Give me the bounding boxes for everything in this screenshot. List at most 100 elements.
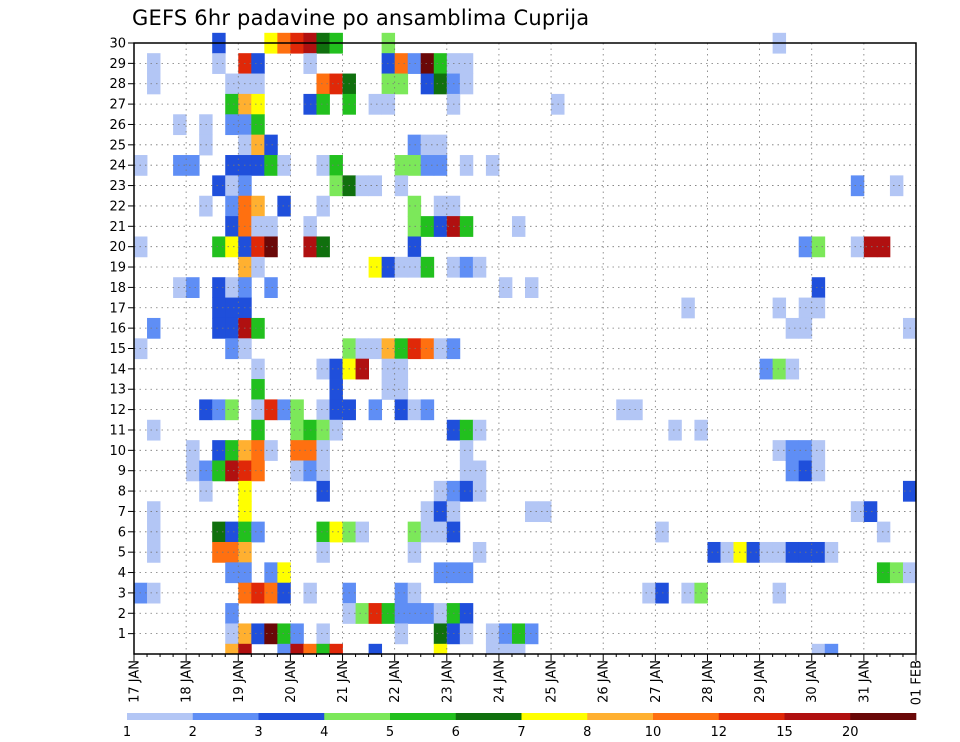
heat-cell: [264, 562, 278, 584]
x-tick-label: 30 JAN: [805, 660, 820, 703]
heat-cell: [264, 216, 278, 237]
legend-label: 20: [842, 725, 859, 740]
legend-label: 3: [254, 725, 262, 740]
y-tick-label: 17: [109, 301, 126, 316]
legend-label: 2: [189, 725, 197, 740]
heat-cell: [394, 603, 409, 624]
heat-cell: [277, 195, 291, 217]
heat-cell: [642, 582, 656, 604]
heat-cell: [186, 277, 200, 298]
heat-cell: [876, 521, 891, 543]
heat-cell: [420, 399, 435, 421]
grid-layer: [134, 42, 916, 654]
heat-cell: [889, 562, 904, 584]
heat-cell: [785, 317, 800, 339]
x-tick-label: 24 JAN: [492, 660, 507, 703]
heat-cell: [316, 440, 330, 461]
heat-cell: [355, 175, 369, 197]
heat-cell: [316, 358, 330, 380]
heat-cell: [472, 541, 487, 563]
heat-cell: [394, 53, 409, 74]
y-tick-label: 10: [109, 444, 126, 459]
heat-cell: [225, 541, 239, 563]
heat-cell: [238, 643, 252, 655]
y-tick-label: 5: [118, 546, 126, 561]
y-tick-label: 27: [109, 98, 126, 113]
x-tick-label: 23 JAN: [440, 660, 455, 703]
heat-cell: [316, 155, 330, 176]
heat-cell: [251, 419, 265, 441]
x-tick-label: 25 JAN: [545, 660, 560, 703]
legend-label: 7: [517, 725, 525, 740]
y-tick-label: 2: [118, 607, 126, 622]
heat-cell: [850, 236, 865, 258]
y-tick-label: 20: [109, 240, 126, 255]
heat-cell: [212, 440, 226, 461]
heat-cell: [850, 501, 865, 523]
heat-cell: [681, 582, 695, 604]
heat-cell: [459, 155, 474, 176]
heat-cell: [785, 440, 800, 461]
heat-cell: [407, 155, 422, 176]
heat-cell: [277, 623, 291, 645]
heat-cell: [329, 73, 343, 95]
heat-cell: [316, 541, 330, 563]
heat-cell: [173, 114, 187, 136]
heat-cell: [511, 643, 526, 655]
heat-cell: [316, 460, 330, 482]
heat-cell: [264, 440, 278, 461]
heat-cell: [394, 175, 409, 197]
heat-cell: [433, 623, 448, 645]
heat-cell: [407, 541, 422, 563]
heat-cell: [264, 582, 278, 604]
heat-cell: [459, 73, 474, 95]
y-tick-label: 7: [118, 505, 126, 520]
heat-cell: [772, 582, 787, 604]
y-tick-label: 6: [118, 525, 126, 540]
y-tick-label: 22: [109, 199, 126, 214]
heat-cell: [225, 521, 239, 543]
chart-title: GEFS 6hr padavine po ansamblima Cuprija: [132, 6, 590, 30]
heat-cell: [277, 582, 291, 604]
heat-cell: [329, 399, 343, 421]
heat-cell: [147, 582, 161, 604]
heat-cell: [225, 93, 239, 115]
legend-swatch: [390, 713, 457, 720]
heat-cell: [225, 643, 239, 655]
heat-cell: [394, 399, 409, 421]
heat-cell: [290, 460, 304, 482]
heat-cell: [316, 623, 330, 645]
heat-cell: [368, 603, 383, 624]
legend-swatch: [192, 713, 259, 720]
heat-cell: [459, 53, 474, 74]
legend-swatch: [587, 713, 654, 720]
heat-cell: [707, 541, 721, 563]
legend-swatch: [324, 713, 391, 720]
heat-cell: [785, 358, 800, 380]
heat-cell: [394, 256, 409, 278]
y-tick-label: 26: [109, 118, 126, 133]
heat-cell: [368, 93, 383, 115]
heat-cell: [251, 73, 265, 95]
heat-cell: [251, 195, 265, 217]
heat-cell: [394, 623, 409, 645]
legend-swatch: [521, 713, 588, 720]
heat-cell: [485, 643, 500, 655]
legend-swatch: [784, 713, 851, 720]
heat-cell: [316, 195, 330, 217]
heat-cell: [316, 73, 330, 95]
x-tick-label: 19 JAN: [232, 660, 247, 703]
heat-cell: [433, 134, 448, 156]
heat-cell: [511, 623, 526, 645]
legend-swatch: [455, 713, 522, 720]
heat-cell: [433, 338, 448, 360]
heat-cell: [459, 623, 474, 645]
heat-cell: [394, 73, 409, 95]
legend-label: 1: [123, 725, 131, 740]
x-tick-label: 26 JAN: [597, 660, 612, 703]
y-tick-label: 25: [109, 138, 126, 153]
heat-cell: [472, 419, 487, 441]
heat-cell: [264, 399, 278, 421]
legend-label: 15: [776, 725, 793, 740]
